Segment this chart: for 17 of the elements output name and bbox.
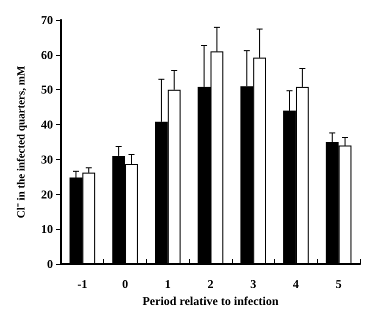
y-tick-label: 70: [41, 13, 53, 27]
y-tick-label: 50: [41, 82, 53, 97]
y-tick-label: 60: [41, 48, 53, 62]
x-tick-label: 0: [122, 277, 128, 291]
x-tick-label: 1: [164, 277, 171, 291]
y-tick-label: 20: [41, 187, 53, 202]
y-tick-label: 40: [41, 118, 53, 132]
x-tick-label: 5: [336, 277, 342, 291]
x-axis-title: Period relative to infection: [142, 294, 279, 308]
x-tick-label: -1: [77, 277, 88, 291]
x-tick-label: 2: [208, 277, 214, 291]
y-axis-title: Cl⁻ in the infected quarters, mM: [16, 65, 28, 218]
y-tick-label: 10: [41, 222, 53, 236]
x-tick-label: 4: [292, 277, 299, 291]
y-tick-label: 0: [47, 257, 53, 271]
x-tick-label: 3: [250, 277, 256, 291]
y-tick-label: 30: [41, 152, 53, 166]
